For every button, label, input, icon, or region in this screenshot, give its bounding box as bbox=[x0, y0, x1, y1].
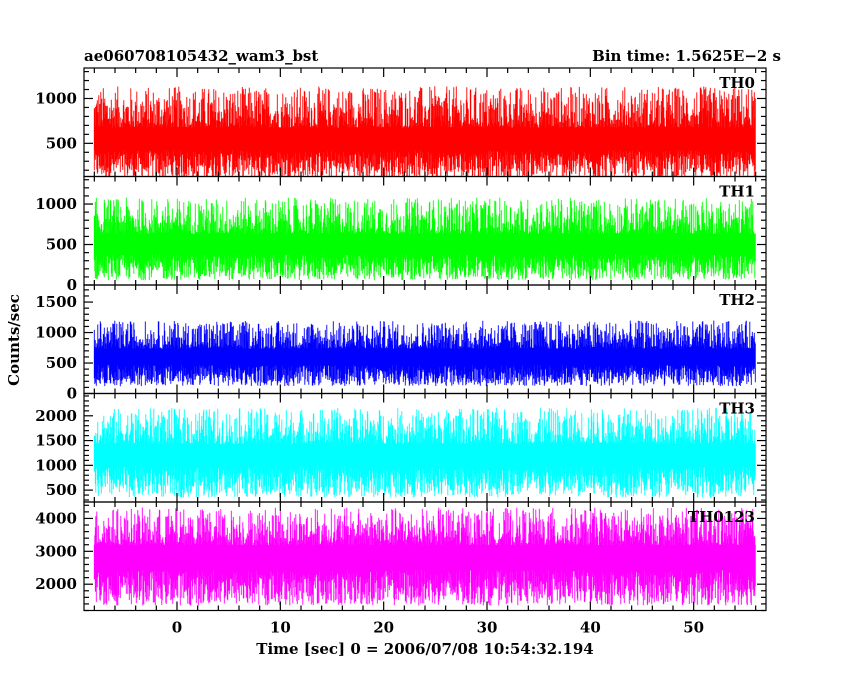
series-th1 bbox=[93, 197, 756, 281]
y-tick-label: 0 bbox=[67, 276, 77, 294]
y-tick-label: 1000 bbox=[35, 89, 77, 107]
series-th0 bbox=[93, 86, 756, 177]
x-tick-label: 10 bbox=[270, 619, 291, 637]
y-tick-label: 3000 bbox=[35, 542, 77, 560]
y-tick-label: 1000 bbox=[35, 195, 77, 213]
y-tick-label: 1000 bbox=[35, 324, 77, 342]
series-th3 bbox=[93, 407, 756, 498]
series-th0123 bbox=[93, 507, 756, 606]
y-axis-label: Counts/sec bbox=[5, 294, 23, 386]
panel-label-th0123: TH0123 bbox=[688, 508, 755, 526]
y-tick-label: 4000 bbox=[35, 509, 77, 527]
x-axis-label: Time [sec] 0 = 2006/07/08 10:54:32.194 bbox=[256, 640, 593, 658]
x-tick-label: 50 bbox=[683, 619, 704, 637]
y-tick-label: 500 bbox=[46, 481, 77, 499]
panel-label-th3: TH3 bbox=[719, 400, 755, 418]
x-tick-label: 40 bbox=[580, 619, 601, 637]
panel-th0123: 2000 3000 4000 TH0123 bbox=[35, 501, 767, 612]
y-tick-label: 500 bbox=[46, 236, 77, 254]
panels-group: 500 1000 TH0 0 500 1000 TH1 0 500 1000 1500 TH2 500 1… bbox=[35, 67, 767, 612]
y-tick-label: 2000 bbox=[35, 407, 77, 425]
chart-title-right: Bin time: 1.5625E−2 s bbox=[592, 47, 781, 65]
panel-label-th0: TH0 bbox=[719, 74, 755, 92]
y-tick-label: 1000 bbox=[35, 456, 77, 474]
panel-th3: 500 1000 1500 2000 TH3 bbox=[35, 392, 767, 503]
x-tick-label: 0 bbox=[172, 619, 182, 637]
x-tick-label: 20 bbox=[373, 619, 394, 637]
panel-th2: 0 500 1000 1500 TH2 bbox=[35, 284, 767, 403]
panel-label-th1: TH1 bbox=[719, 183, 755, 201]
chart-title-left: ae060708105432_wam3_bst bbox=[84, 47, 318, 65]
y-tick-label: 0 bbox=[67, 385, 77, 403]
panel-th1: 0 500 1000 TH1 bbox=[35, 175, 767, 294]
y-tick-label: 500 bbox=[46, 354, 77, 372]
series-th2 bbox=[93, 320, 756, 387]
y-tick-label: 500 bbox=[46, 134, 77, 152]
y-tick-label: 1500 bbox=[35, 293, 77, 311]
x-axis-ticks: 0 10 20 30 40 50 bbox=[172, 619, 704, 637]
panel-label-th2: TH2 bbox=[719, 291, 755, 309]
y-tick-label: 2000 bbox=[35, 575, 77, 593]
x-tick-label: 30 bbox=[477, 619, 498, 637]
panel-th0: 500 1000 TH0 bbox=[35, 67, 767, 178]
y-tick-label: 1500 bbox=[35, 432, 77, 450]
